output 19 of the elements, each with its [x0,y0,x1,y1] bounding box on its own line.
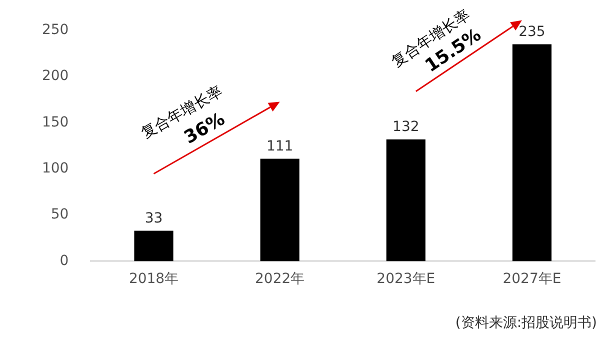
y-tick-label: 250 [42,22,69,38]
x-tick-label: 2027年E [502,271,562,288]
y-tick-label: 50 [50,206,69,223]
y-tick-label: 200 [42,68,69,84]
data-label: 132 [392,118,420,135]
data-label: 33 [144,210,163,226]
y-tick-label: 0 [60,252,69,269]
x-tick-label: 2018年 [128,271,179,288]
data-label: 235 [518,24,546,40]
bar [260,158,300,262]
data-label: 111 [266,138,294,154]
text: (资料来源:招股说明书) [455,314,597,332]
y-tick-label: 100 [42,160,69,177]
bar [134,230,174,262]
y-tick-label: 150 [42,114,69,130]
x-tick-label: 2022年 [255,271,305,288]
bar [386,139,426,262]
bar [512,44,552,262]
x-tick-label: 2023年E [376,271,436,288]
